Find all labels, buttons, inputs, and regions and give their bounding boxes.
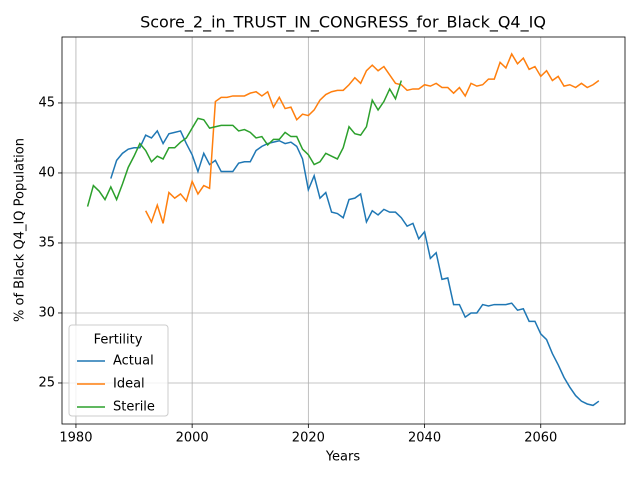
x-tick-label: 2040 bbox=[408, 431, 441, 446]
x-tick-label: 2060 bbox=[524, 431, 557, 446]
x-tick-label: 2000 bbox=[176, 431, 209, 446]
series-line bbox=[145, 52, 600, 224]
legend-label: Actual bbox=[113, 354, 154, 369]
y-tick-label: 45 bbox=[38, 95, 55, 110]
series-line bbox=[86, 80, 403, 207]
y-tick-label: 35 bbox=[38, 235, 55, 250]
axes-frame bbox=[61, 36, 626, 425]
legend-title: Fertility bbox=[94, 333, 143, 348]
x-axis-label: Years bbox=[325, 450, 361, 465]
legend-label: Sterile bbox=[113, 400, 155, 415]
legend-label: Ideal bbox=[113, 377, 145, 392]
series-line bbox=[110, 129, 600, 407]
x-tick-label: 1980 bbox=[59, 431, 92, 446]
y-tick-label: 30 bbox=[38, 305, 55, 320]
x-tick-label: 2020 bbox=[292, 431, 325, 446]
legend-box bbox=[68, 324, 169, 417]
y-tick-label: 25 bbox=[38, 375, 55, 390]
y-axis-label: % of Black Q4_IQ Population bbox=[13, 138, 28, 322]
y-tick-label: 40 bbox=[38, 165, 55, 180]
chart-title: Score_2_in_TRUST_IN_CONGRESS_for_Black_Q… bbox=[140, 13, 546, 33]
